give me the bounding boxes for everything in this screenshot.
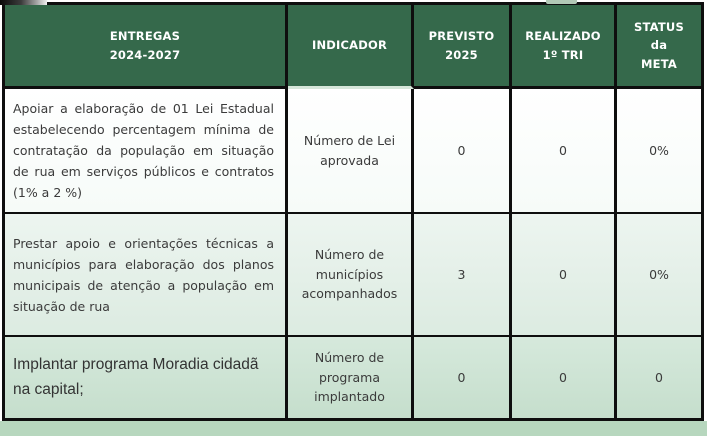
table-row-1-realizado-cell: 0 [512, 89, 617, 214]
table-row-2-indicador-cell: Número de municípios acompanhados [288, 214, 414, 337]
header-indicador: INDICADOR [288, 5, 414, 89]
table-row-2-previsto-cell: 3 [414, 214, 512, 337]
screen-edge-fragment [0, 0, 47, 5]
selection-handle-chip [546, 0, 577, 4]
table-row-2-entrega-cell: Prestar apoio e orientações técnicas a m… [5, 214, 288, 337]
table-row-2-status-cell: 0% [617, 214, 701, 337]
table-row-3-entrega-cell: Implantar programa Moradia cidadã na cap… [5, 337, 288, 418]
entrega-text: Apoiar a elaboração de 01 Lei Estadual e… [13, 101, 274, 200]
entrega-text: Implantar programa Moradia cidadã na cap… [13, 356, 259, 398]
header-realizado: REALIZADO 1º TRI [512, 5, 617, 89]
next-row-cutoff-strip [0, 421, 707, 436]
entrega-text: Prestar apoio e orientações técnicas a m… [13, 235, 274, 314]
header-status-meta: STATUS da META [617, 5, 701, 89]
metas-table: ENTREGAS 2024-2027 INDICADOR PREVISTO 20… [2, 2, 704, 421]
table-row-1-status-cell: 0% [617, 89, 701, 214]
table-row-3-previsto-cell: 0 [414, 337, 512, 418]
table-row-1-entrega-cell: Apoiar a elaboração de 01 Lei Estadual e… [5, 89, 288, 214]
table-row-1-indicador-cell: Número de Lei aprovada [288, 89, 414, 214]
table-row-3-realizado-cell: 0 [512, 337, 617, 418]
header-entregas: ENTREGAS 2024-2027 [5, 5, 288, 89]
table-row-1-previsto-cell: 0 [414, 89, 512, 214]
table-row-3-status-cell: 0 [617, 337, 701, 418]
header-previsto: PREVISTO 2025 [414, 5, 512, 89]
table-row-3-indicador-cell: Número de programa implantado [288, 337, 414, 418]
table-row-2-realizado-cell: 0 [512, 214, 617, 337]
